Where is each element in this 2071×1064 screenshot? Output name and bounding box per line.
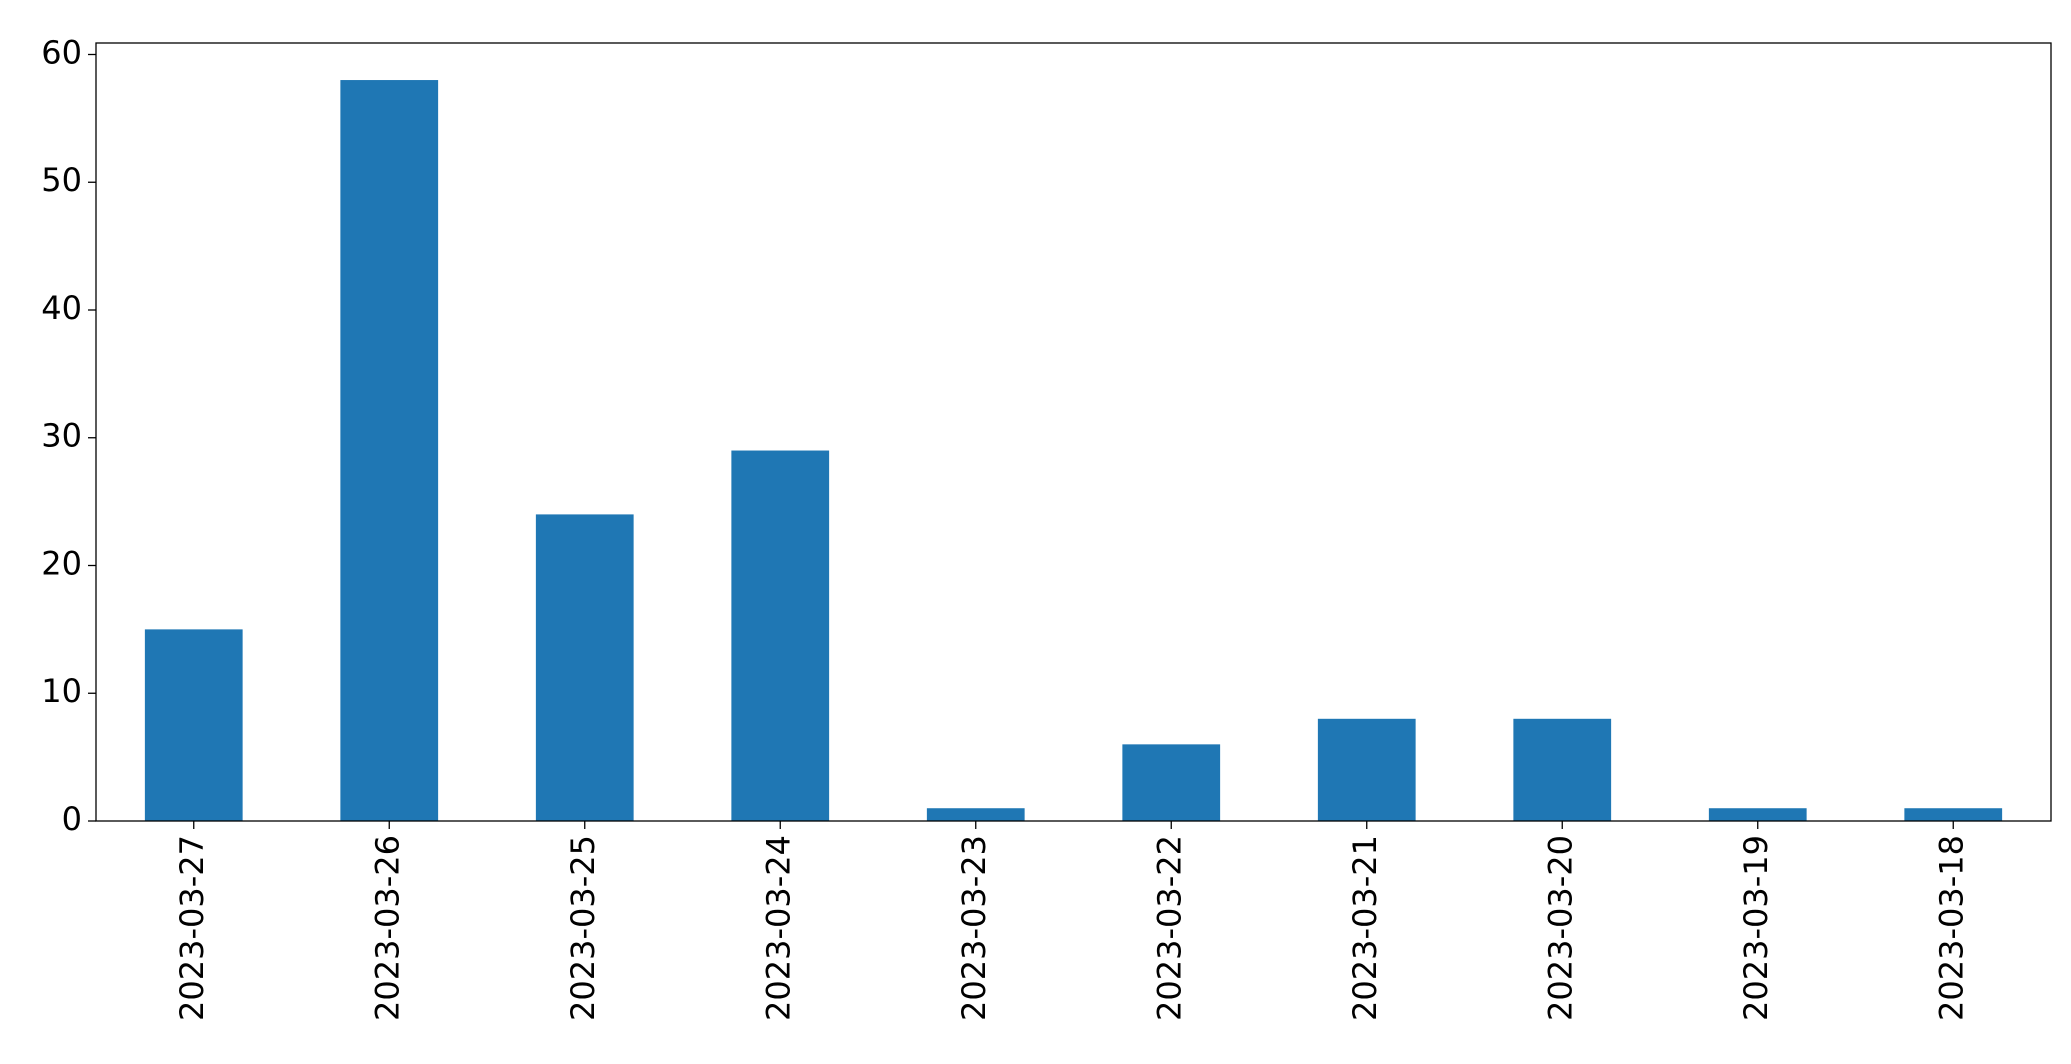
x-tick-label: 2023-03-27 [173, 835, 211, 1021]
y-tick-label: 10 [41, 672, 82, 710]
x-tick-label: 2023-03-26 [368, 835, 406, 1021]
y-tick-label: 60 [41, 33, 82, 71]
x-tick-label: 2023-03-18 [1932, 835, 1970, 1021]
bar [1122, 744, 1221, 821]
x-tick-label: 2023-03-20 [1541, 835, 1579, 1021]
bar [731, 450, 830, 821]
x-tick-label: 2023-03-22 [1150, 835, 1188, 1021]
x-tick-label: 2023-03-24 [759, 835, 797, 1021]
plot-frame [95, 42, 2052, 822]
bar [1317, 718, 1416, 821]
y-tick-label: 40 [41, 289, 82, 327]
bar [1513, 718, 1612, 821]
x-tick-label: 2023-03-19 [1737, 835, 1775, 1021]
bar [340, 80, 439, 822]
bar [1904, 808, 2003, 821]
y-tick-label: 30 [41, 417, 82, 455]
y-tick-label: 0 [62, 800, 82, 838]
bar [144, 629, 243, 821]
y-tick-label: 50 [41, 161, 82, 199]
x-tick-label: 2023-03-21 [1346, 835, 1384, 1021]
x-tick-label: 2023-03-25 [564, 835, 602, 1021]
y-tick-label: 20 [41, 544, 82, 582]
x-tick-label: 2023-03-23 [955, 835, 993, 1021]
bar [1708, 808, 1807, 821]
bar [535, 514, 634, 821]
bar [926, 808, 1025, 821]
